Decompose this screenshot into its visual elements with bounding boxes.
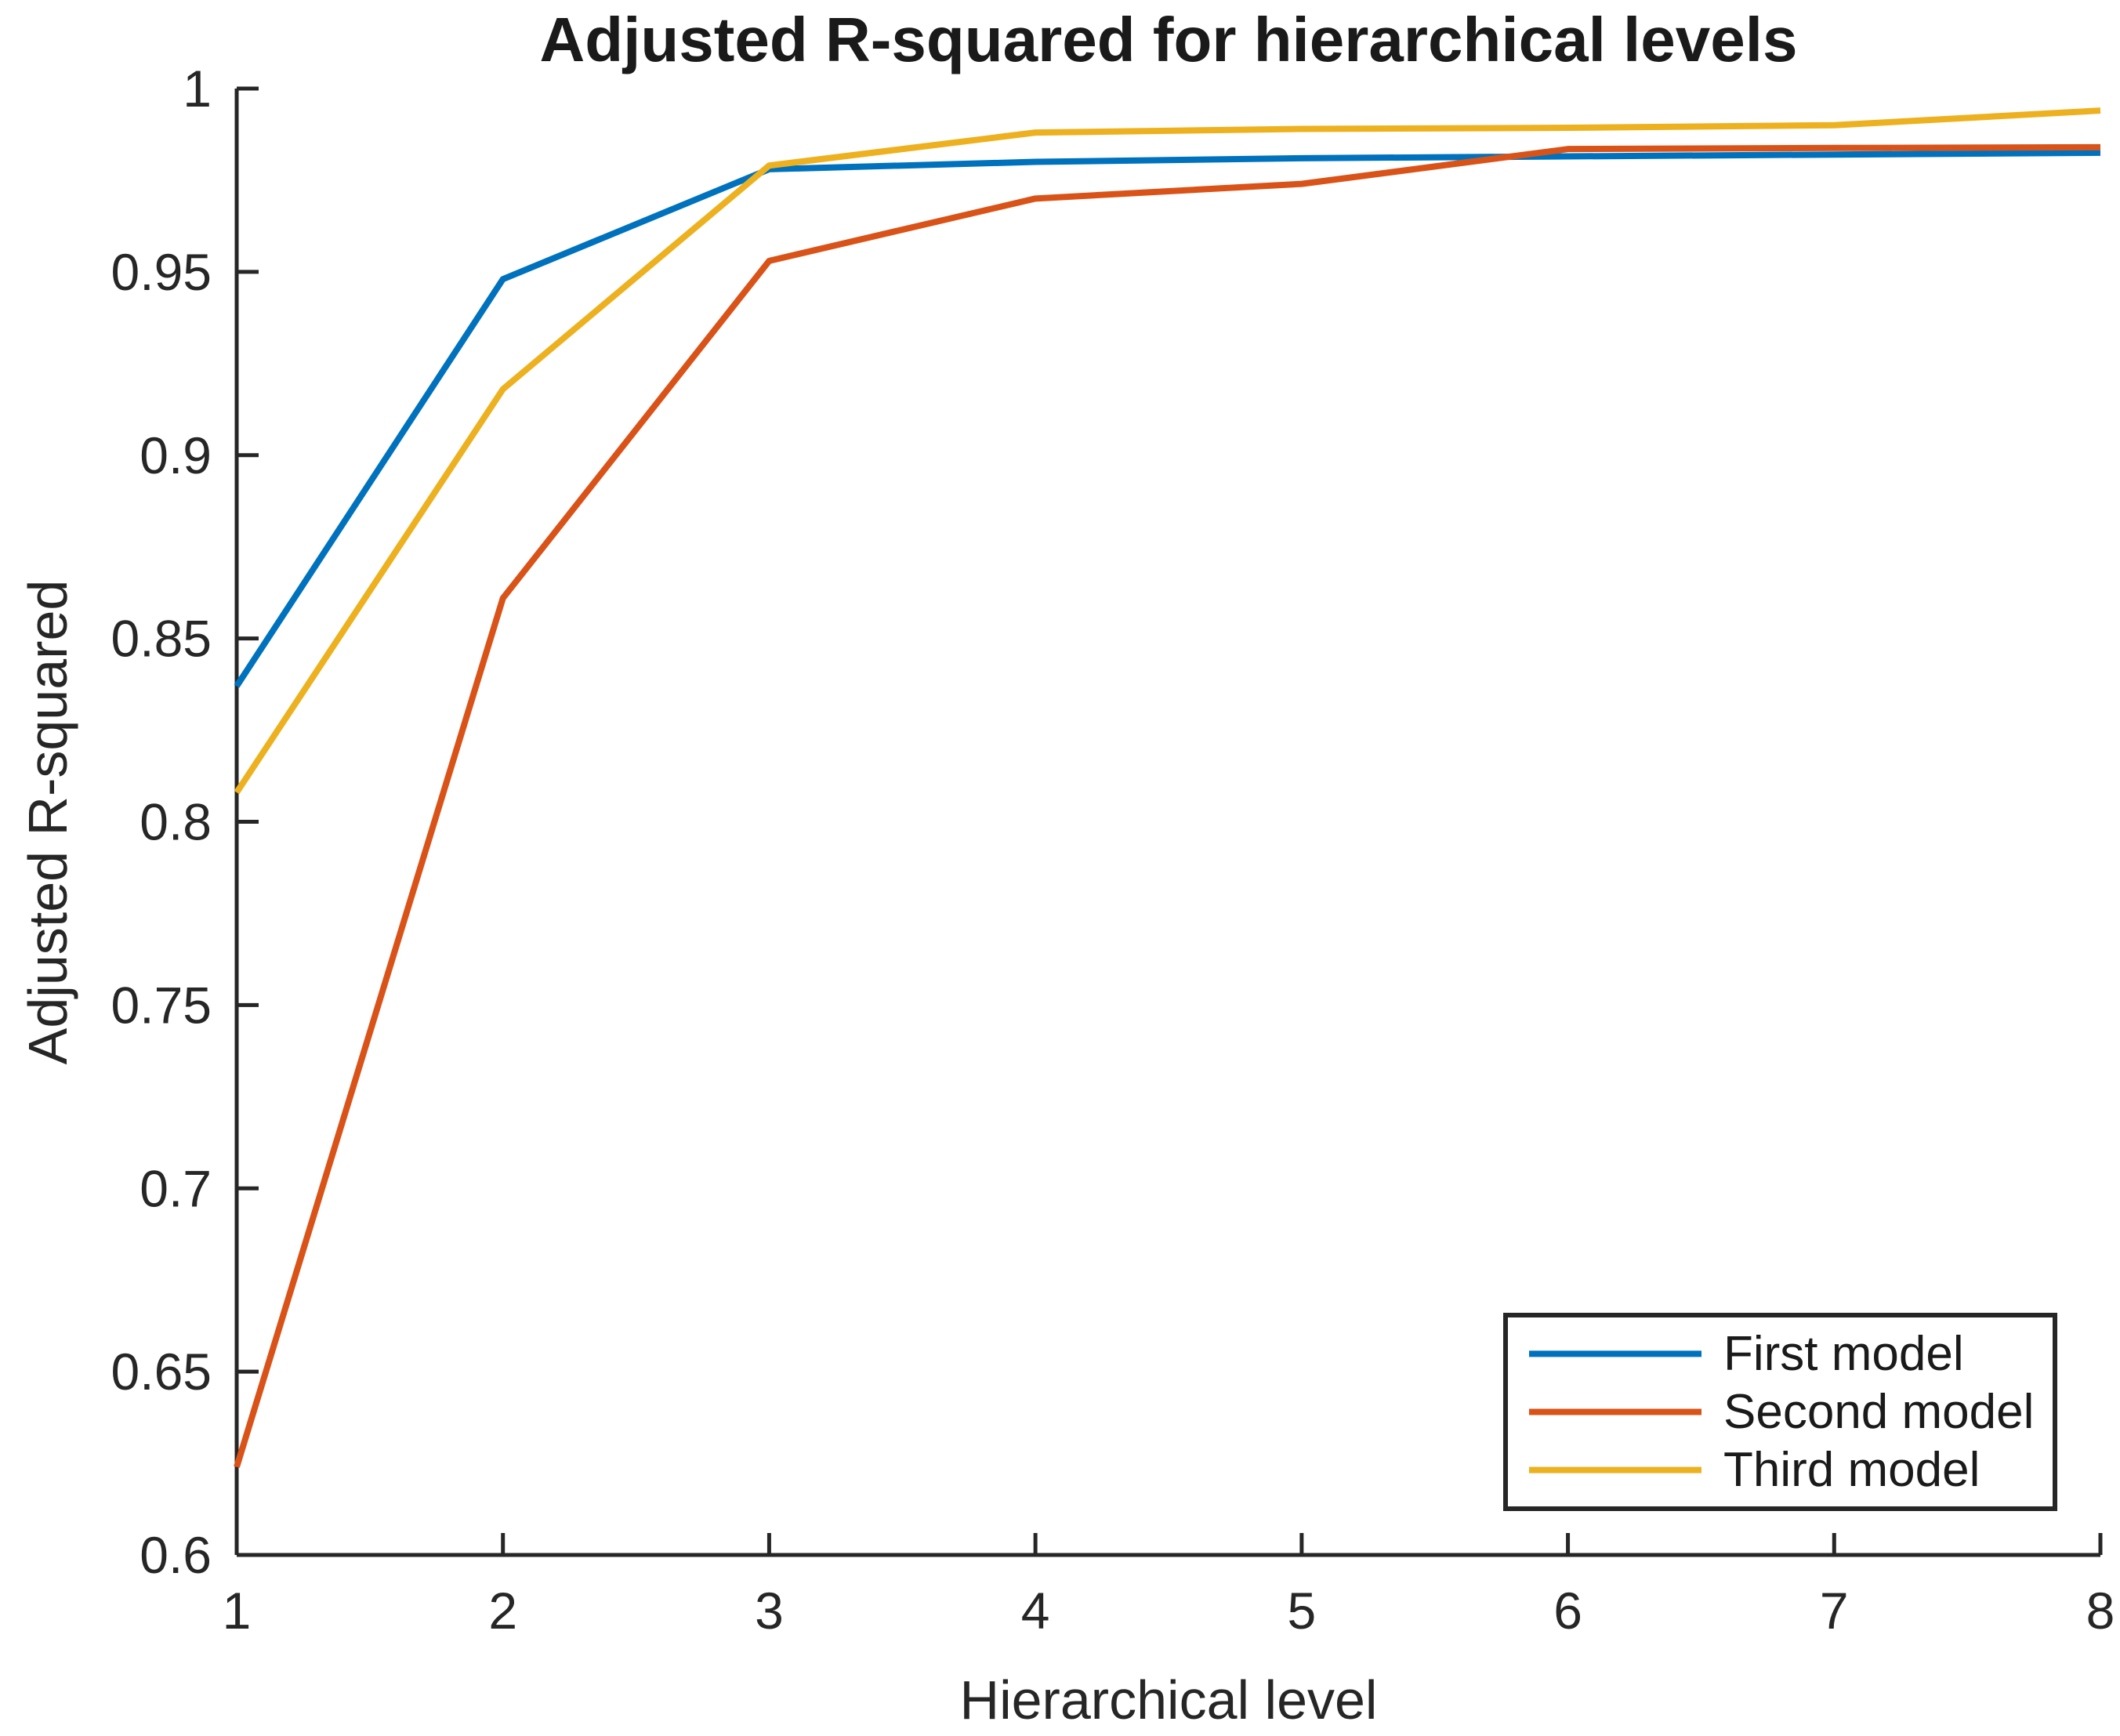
y-tick-label: 0.65: [111, 1343, 212, 1401]
legend-label-second-model: Second model: [1723, 1385, 2034, 1439]
series-lines: [234, 107, 2101, 1468]
x-axis-label: Hierarchical level: [960, 1669, 1378, 1731]
x-tick-label: 2: [488, 1582, 517, 1640]
y-axis-label: Adjusted R-squared: [17, 580, 78, 1065]
series-line-third-model: [234, 107, 2101, 795]
series-line-second-model: [234, 143, 2101, 1468]
y-tick-label: 0.6: [140, 1526, 212, 1584]
y-tick-label: 0.95: [111, 243, 212, 301]
x-tick-label: 6: [1553, 1582, 1582, 1640]
x-tick-label: 3: [755, 1582, 784, 1640]
legend-label-first-model: First model: [1723, 1327, 1964, 1381]
y-tick-label: 0.7: [140, 1159, 212, 1217]
y-tick-label: 0.75: [111, 976, 212, 1034]
x-tick-label: 7: [1820, 1582, 1849, 1640]
x-tick-label: 8: [2086, 1582, 2115, 1640]
y-tick-label: 0.9: [140, 426, 212, 484]
axes: 0.6 0.65 0.7 0.75 0.8 0.85 0.9 0.95 1 1 2 3 4 5 6 7 8: [111, 60, 2115, 1640]
x-tick-label: 4: [1021, 1582, 1050, 1640]
chart-title: Adjusted R-squared for hierarchical leve…: [540, 5, 1798, 74]
x-tick-label: 5: [1287, 1582, 1316, 1640]
y-tick-label: 0.85: [111, 610, 212, 668]
legend-label-third-model: Third model: [1723, 1443, 1980, 1497]
series-line-first-model: [234, 149, 2101, 688]
x-tick-label: 1: [223, 1582, 252, 1640]
y-tick-label: 1: [183, 60, 212, 118]
y-tick-label: 0.8: [140, 793, 212, 851]
